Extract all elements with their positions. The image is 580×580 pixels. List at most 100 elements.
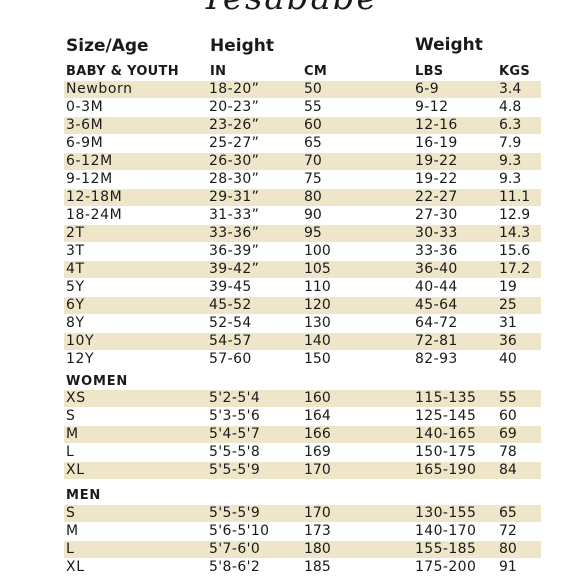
in-cell: 5'2-5'4: [209, 390, 261, 406]
in-cell: 54-57: [209, 333, 252, 349]
height-header: Height: [210, 36, 274, 56]
in-cell: 5'5-5'8: [209, 444, 261, 460]
size-cell: XL: [66, 462, 85, 478]
size-cell: 9-12M: [66, 171, 113, 187]
in-cell: 5'7-6'0: [209, 541, 261, 557]
table-row: L 5'7-6'0 180 155-185 80: [64, 541, 541, 558]
cm-cell: 75: [304, 171, 322, 187]
lbs-cell: 40-44: [415, 279, 458, 295]
cm-cell: 180: [304, 541, 331, 557]
size-cell: 6-12M: [66, 153, 113, 169]
cm-cell: 170: [304, 462, 331, 478]
cm-cell: 160: [304, 390, 331, 406]
section-women: WOMEN: [66, 374, 129, 389]
kgs-cell: 78: [499, 444, 517, 460]
cm-cell: 173: [304, 523, 331, 539]
cm-cell: 95: [304, 225, 322, 241]
cm-cell: 80: [304, 189, 322, 205]
size-cell: 0-3M: [66, 99, 104, 115]
section-men: MEN: [66, 488, 102, 503]
cm-cell: 185: [304, 559, 331, 575]
weight-header: Weight: [415, 35, 483, 55]
cm-cell: 169: [304, 444, 331, 460]
lbs-cell: 64-72: [415, 315, 458, 331]
size-cell: 6Y: [66, 297, 85, 313]
lbs-cell: 130-155: [415, 505, 477, 521]
table-row: 12-18M 29-31” 80 22-27 11.1: [64, 189, 541, 206]
cm-cell: 55: [304, 99, 322, 115]
cm-cell: 50: [304, 81, 322, 97]
lbs-cell: 125-145: [415, 408, 477, 424]
table-row: M 5'6-5'10 173 140-170 72: [64, 523, 541, 540]
table-row: 18-24M 31-33” 90 27-30 12.9: [64, 207, 541, 224]
in-cell: 5'6-5'10: [209, 523, 270, 539]
size-cell: 10Y: [66, 333, 95, 349]
cm-cell: 70: [304, 153, 322, 169]
lbs-cell: 155-185: [415, 541, 477, 557]
in-cell: 5'3-5'6: [209, 408, 261, 424]
lbs-cell: 12-16: [415, 117, 458, 133]
table-row: 0-3M 20-23” 55 9-12 4.8: [64, 99, 541, 116]
lbs-cell: 19-22: [415, 153, 458, 169]
table-row: 3T 36-39” 100 33-36 15.6: [64, 243, 541, 260]
kgs-cell: 25: [499, 297, 517, 313]
kgs-cell: 6.3: [499, 117, 522, 133]
size-cell: 2T: [66, 225, 85, 241]
size-cell: 8Y: [66, 315, 85, 331]
table-row: 10Y 54-57 140 72-81 36: [64, 333, 541, 350]
size-cell: 6-9M: [66, 135, 104, 151]
lbs-cell: 27-30: [415, 207, 458, 223]
cm-cell: 150: [304, 351, 331, 367]
size-cell: 12Y: [66, 351, 95, 367]
in-cell: 33-36”: [209, 225, 260, 241]
size-cell: 4T: [66, 261, 85, 277]
cm-cell: 130: [304, 315, 331, 331]
kgs-cell: 3.4: [499, 81, 522, 97]
table-row: 3-6M 23-26” 60 12-16 6.3: [64, 117, 541, 134]
kgs-cell: 84: [499, 462, 517, 478]
lbs-unit-header: LBS: [415, 64, 444, 79]
kgs-cell: 72: [499, 523, 517, 539]
brand-logo: Yesababe: [0, 0, 580, 18]
kgs-cell: 69: [499, 426, 517, 442]
size-cell: 12-18M: [66, 189, 123, 205]
table-row: S 5'3-5'6 164 125-145 60: [64, 408, 541, 425]
table-row: S 5'5-5'9 170 130-155 65: [64, 505, 541, 522]
in-unit-header: IN: [210, 64, 227, 79]
cm-cell: 164: [304, 408, 331, 424]
kgs-cell: 4.8: [499, 99, 522, 115]
in-cell: 57-60: [209, 351, 252, 367]
lbs-cell: 150-175: [415, 444, 477, 460]
table-row: 9-12M 28-30” 75 19-22 9.3: [64, 171, 541, 188]
kgs-unit-header: KGS: [499, 64, 531, 79]
cm-unit-header: CM: [304, 64, 328, 79]
kgs-cell: 12.9: [499, 207, 531, 223]
kgs-cell: 60: [499, 408, 517, 424]
kgs-cell: 36: [499, 333, 517, 349]
table-row: XL 5'8-6'2 185 175-200 91: [64, 559, 541, 576]
kgs-cell: 15.6: [499, 243, 531, 259]
lbs-cell: 72-81: [415, 333, 458, 349]
size-cell: S: [66, 505, 76, 521]
kgs-cell: 11.1: [499, 189, 531, 205]
size-age-header: Size/Age: [66, 36, 149, 56]
table-row: 4T 39-42” 105 36-40 17.2: [64, 261, 541, 278]
kgs-cell: 40: [499, 351, 517, 367]
size-cell: XL: [66, 559, 85, 575]
section-baby-youth: BABY & YOUTH: [66, 64, 179, 79]
size-cell: 5Y: [66, 279, 85, 295]
size-cell: L: [66, 444, 75, 460]
cm-cell: 140: [304, 333, 331, 349]
size-cell: L: [66, 541, 75, 557]
table-row: XL 5'5-5'9 170 165-190 84: [64, 462, 541, 479]
cm-cell: 110: [304, 279, 331, 295]
kgs-cell: 91: [499, 559, 517, 575]
in-cell: 29-31”: [209, 189, 260, 205]
in-cell: 5'5-5'9: [209, 462, 261, 478]
cm-cell: 100: [304, 243, 331, 259]
table-row: 8Y 52-54 130 64-72 31: [64, 315, 541, 332]
lbs-cell: 22-27: [415, 189, 458, 205]
table-row: 2T 33-36” 95 30-33 14.3: [64, 225, 541, 242]
kgs-cell: 14.3: [499, 225, 531, 241]
